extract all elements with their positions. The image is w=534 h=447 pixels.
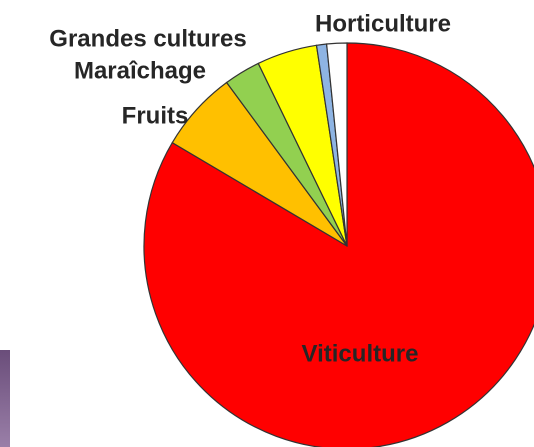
slice-label: Horticulture [315,10,451,37]
background-image-fragment [0,350,10,447]
slice-label: Fruits [122,102,189,129]
chart: Viticulture Fruits Maraîchage Grandes cultu… [0,0,534,447]
slice-label: Maraîchage [74,57,206,84]
slice-label: Viticulture [302,340,419,367]
slice-label: Grandes cultures [49,25,246,52]
